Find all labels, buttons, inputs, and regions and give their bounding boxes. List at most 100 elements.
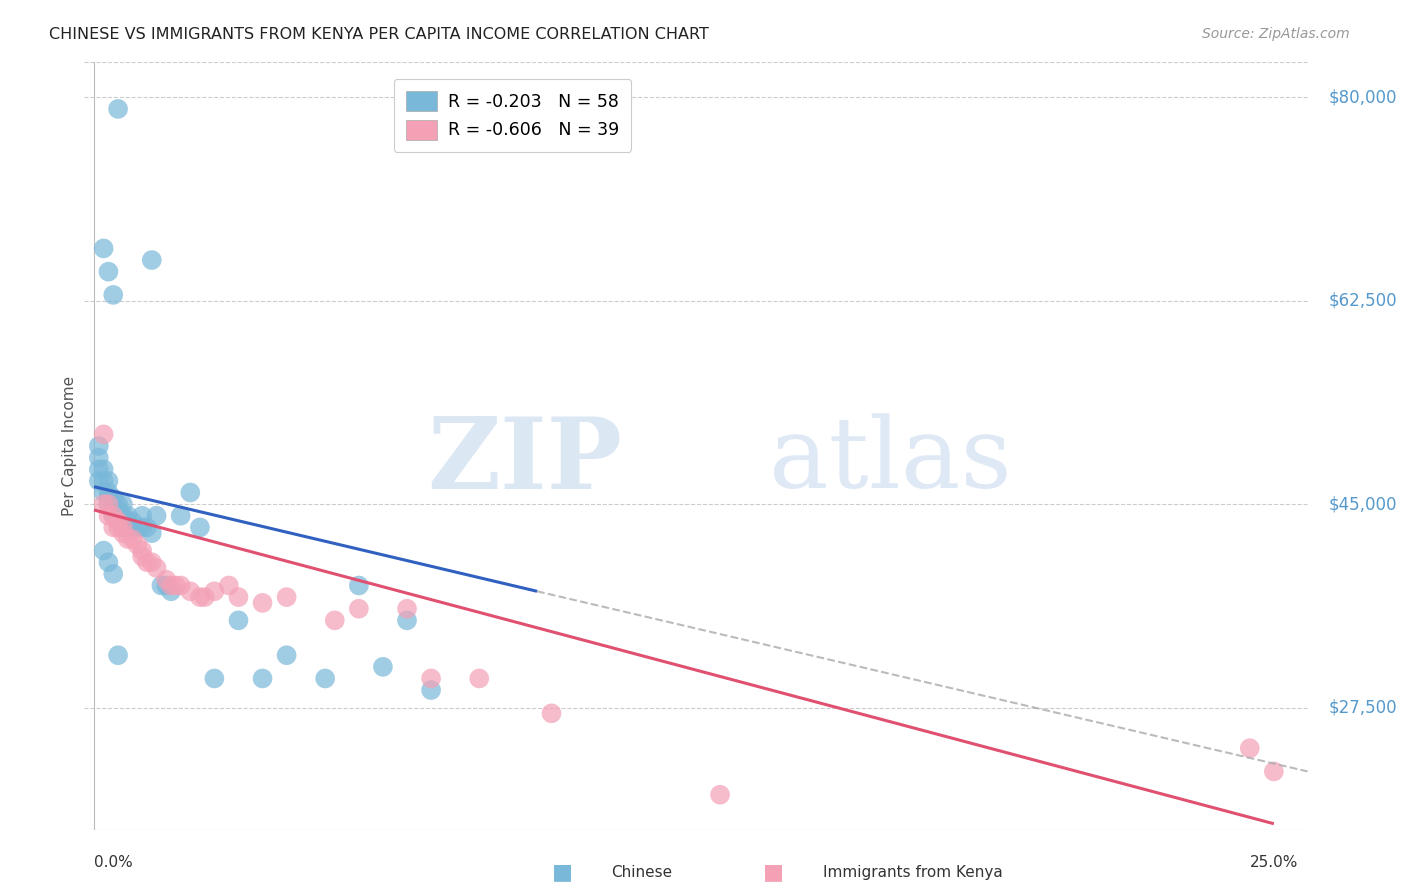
- Point: [194, 590, 217, 604]
- Text: $62,500: $62,500: [1329, 292, 1398, 310]
- Point: [87, 474, 110, 488]
- Point: [202, 584, 225, 599]
- Point: [121, 520, 143, 534]
- Point: [93, 241, 115, 255]
- Legend: R = -0.203   N = 58, R = -0.606   N = 39: R = -0.203 N = 58, R = -0.606 N = 39: [394, 78, 631, 152]
- Point: [107, 515, 129, 529]
- Text: 25.0%: 25.0%: [1250, 855, 1298, 870]
- Point: [117, 532, 139, 546]
- Point: [323, 613, 346, 627]
- Point: [150, 578, 173, 592]
- Point: [371, 660, 394, 674]
- Point: [111, 515, 134, 529]
- Point: [117, 508, 139, 523]
- Y-axis label: Per Capita Income: Per Capita Income: [62, 376, 77, 516]
- Text: $27,500: $27,500: [1329, 698, 1398, 716]
- Point: [155, 573, 177, 587]
- Point: [93, 497, 115, 511]
- Point: [107, 503, 129, 517]
- Point: [145, 508, 167, 523]
- Point: [103, 491, 125, 506]
- Text: Immigrants from Kenya: Immigrants from Kenya: [823, 865, 1002, 880]
- Point: [314, 672, 336, 686]
- Point: [103, 288, 125, 302]
- Point: [228, 590, 250, 604]
- Point: [136, 555, 159, 569]
- Point: [540, 706, 562, 721]
- Text: 0.0%: 0.0%: [94, 855, 132, 870]
- Text: $80,000: $80,000: [1329, 88, 1398, 106]
- Point: [395, 613, 418, 627]
- Point: [218, 578, 240, 592]
- Point: [121, 532, 143, 546]
- Point: [170, 508, 193, 523]
- Point: [420, 672, 443, 686]
- Point: [179, 584, 201, 599]
- Point: [111, 520, 134, 534]
- Point: [252, 672, 274, 686]
- Point: [107, 520, 129, 534]
- Point: [155, 578, 177, 592]
- Point: [141, 555, 163, 569]
- Point: [709, 788, 731, 802]
- Point: [127, 538, 149, 552]
- Point: [103, 520, 125, 534]
- Point: [136, 520, 159, 534]
- Point: [97, 555, 120, 569]
- Point: [97, 265, 120, 279]
- Point: [121, 515, 143, 529]
- Point: [228, 613, 250, 627]
- Point: [111, 526, 134, 541]
- Point: [117, 515, 139, 529]
- Point: [107, 508, 129, 523]
- Point: [103, 503, 125, 517]
- Point: [160, 578, 183, 592]
- Point: [395, 601, 418, 615]
- Text: ■: ■: [553, 863, 572, 882]
- Text: atlas: atlas: [769, 414, 1012, 509]
- Text: Chinese: Chinese: [612, 865, 672, 880]
- Point: [131, 508, 153, 523]
- Point: [127, 520, 149, 534]
- Point: [188, 520, 211, 534]
- Text: ZIP: ZIP: [427, 413, 623, 510]
- Point: [103, 508, 125, 523]
- Point: [93, 485, 115, 500]
- Point: [97, 474, 120, 488]
- Point: [103, 497, 125, 511]
- Point: [93, 543, 115, 558]
- Point: [97, 485, 120, 500]
- Point: [202, 672, 225, 686]
- Text: $45,000: $45,000: [1329, 495, 1398, 513]
- Text: CHINESE VS IMMIGRANTS FROM KENYA PER CAPITA INCOME CORRELATION CHART: CHINESE VS IMMIGRANTS FROM KENYA PER CAP…: [49, 27, 709, 42]
- Point: [107, 497, 129, 511]
- Point: [145, 561, 167, 575]
- Point: [111, 520, 134, 534]
- Point: [468, 672, 491, 686]
- Point: [420, 683, 443, 698]
- Point: [87, 462, 110, 476]
- Point: [107, 648, 129, 663]
- Point: [141, 526, 163, 541]
- Point: [93, 427, 115, 442]
- Point: [97, 497, 120, 511]
- Point: [107, 515, 129, 529]
- Text: ■: ■: [763, 863, 783, 882]
- Point: [252, 596, 274, 610]
- Point: [103, 508, 125, 523]
- Point: [87, 439, 110, 453]
- Point: [97, 508, 120, 523]
- Point: [165, 578, 187, 592]
- Text: Source: ZipAtlas.com: Source: ZipAtlas.com: [1202, 27, 1350, 41]
- Point: [276, 590, 298, 604]
- Point: [111, 508, 134, 523]
- Point: [131, 543, 153, 558]
- Point: [188, 590, 211, 604]
- Point: [141, 253, 163, 268]
- Point: [93, 462, 115, 476]
- Point: [1239, 741, 1261, 756]
- Point: [160, 584, 183, 599]
- Point: [93, 474, 115, 488]
- Point: [170, 578, 193, 592]
- Point: [179, 485, 201, 500]
